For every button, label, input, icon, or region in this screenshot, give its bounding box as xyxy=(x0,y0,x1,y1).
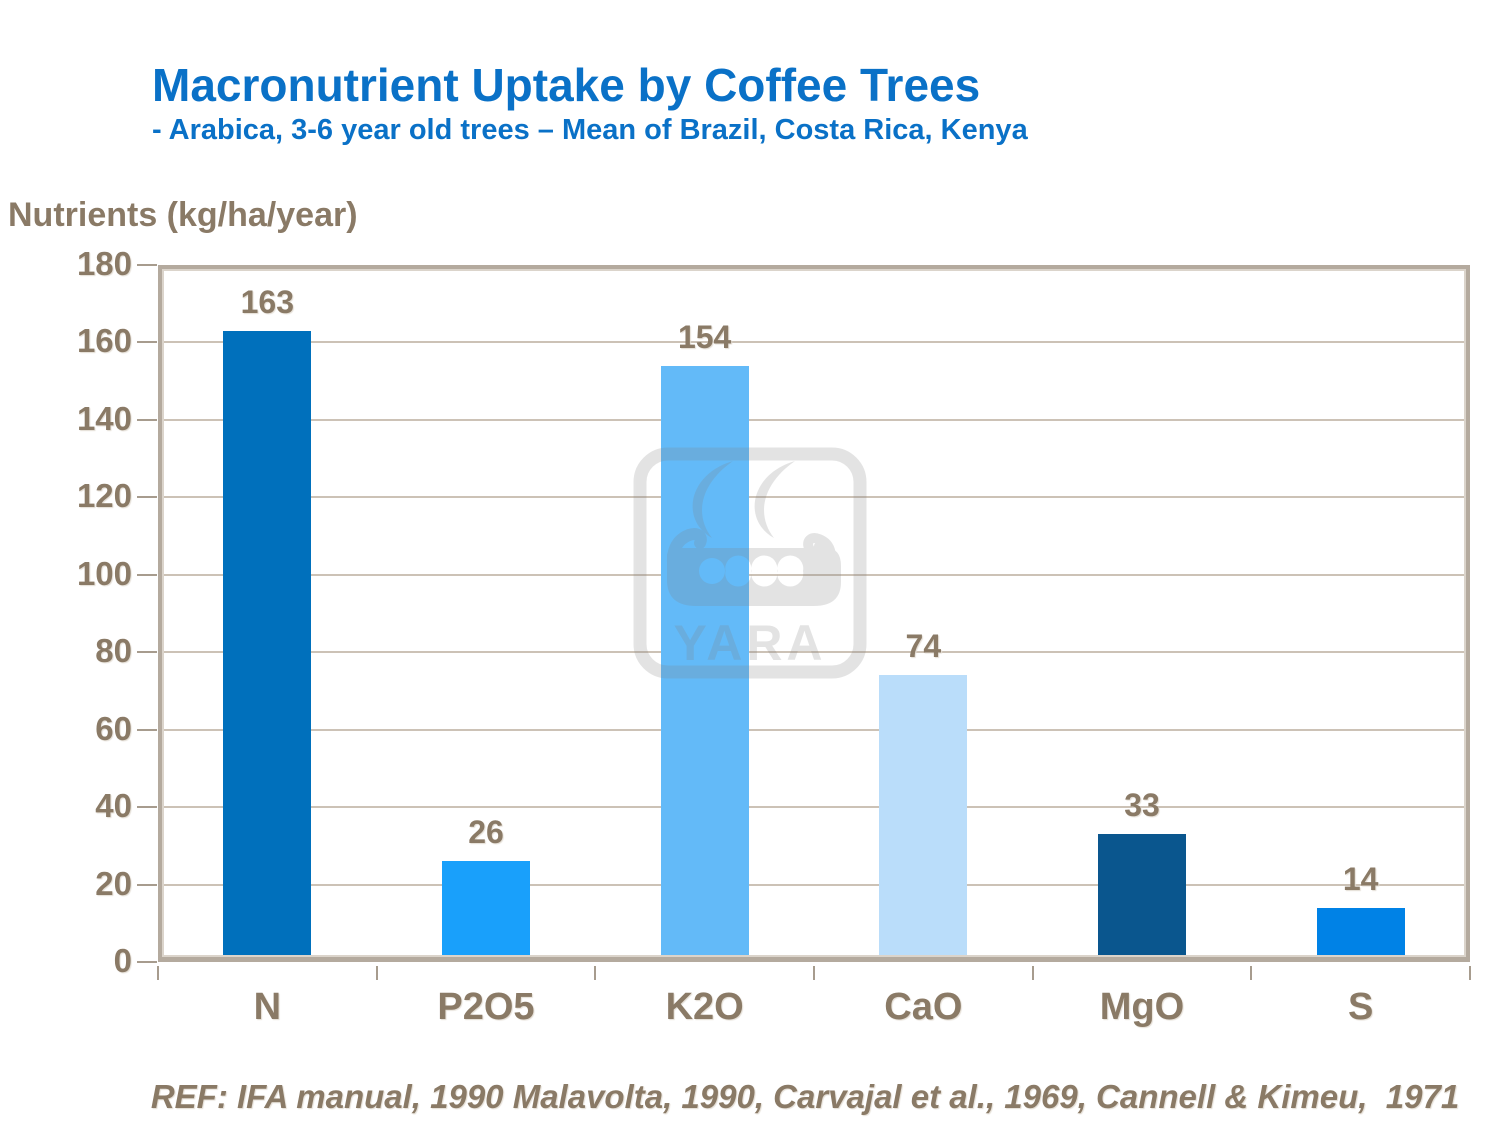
y-tick-mark-40 xyxy=(137,806,157,809)
y-tick-mark-20 xyxy=(137,883,157,886)
y-tick-mark-140 xyxy=(137,418,157,421)
gridline-160 xyxy=(158,341,1470,344)
x-tick-mark-6 xyxy=(1469,966,1471,980)
gridline-140 xyxy=(158,418,1470,421)
y-tick-label-180: 180 xyxy=(76,245,132,282)
x-axis-label-P2O5: P2O5 xyxy=(437,986,535,1028)
bar-N xyxy=(223,330,312,962)
y-tick-label-160: 160 xyxy=(76,322,132,360)
bar-P2O5 xyxy=(442,861,530,962)
bar-value-N: 163 xyxy=(240,283,295,320)
gridline-100 xyxy=(158,573,1470,576)
x-tick-mark-3 xyxy=(813,966,815,980)
bar-MgO xyxy=(1098,834,1186,962)
x-axis-label-K2O: K2O xyxy=(665,986,744,1028)
x-axis-label-CaO: CaO xyxy=(884,986,963,1028)
bar-CaO xyxy=(879,675,968,962)
y-tick-mark-160 xyxy=(137,341,157,344)
y-tick-label-60: 60 xyxy=(95,709,132,747)
bar-value-CaO: 74 xyxy=(905,628,942,665)
y-tick-label-140: 140 xyxy=(76,399,132,437)
x-tick-mark-0 xyxy=(157,966,159,980)
y-tick-label-40: 40 xyxy=(95,787,132,825)
y-tick-mark-0 xyxy=(137,961,157,963)
gridline-80 xyxy=(158,651,1470,654)
x-axis-label-MgO: MgO xyxy=(1099,986,1185,1028)
bar-S xyxy=(1316,907,1405,962)
y-tick-mark-100 xyxy=(137,573,157,576)
y-tick-label-100: 100 xyxy=(76,554,132,592)
chart-subtitle: - Arabica, 3-6 year old trees – Mean of … xyxy=(152,114,1028,146)
bar-value-K2O: 154 xyxy=(677,318,732,355)
y-axis-title: Nutrients (kg/ha/year) xyxy=(8,196,358,234)
bar-value-P2O5: 26 xyxy=(468,814,504,851)
gridline-20 xyxy=(158,883,1470,886)
y-tick-mark-120 xyxy=(137,496,157,499)
y-tick-mark-60 xyxy=(137,728,157,731)
y-tick-label-20: 20 xyxy=(95,864,132,902)
x-tick-mark-5 xyxy=(1250,966,1253,980)
x-tick-mark-2 xyxy=(594,966,597,980)
y-tick-mark-80 xyxy=(137,651,157,654)
y-tick-label-0: 0 xyxy=(113,942,132,979)
y-tick-mark-180 xyxy=(137,264,157,266)
gridline-120 xyxy=(158,496,1470,499)
plot-area: 163 26 154 74 33 14 xyxy=(158,265,1470,962)
bar-value-MgO: 33 xyxy=(1124,787,1160,824)
gridline-40 xyxy=(158,806,1470,809)
x-tick-mark-1 xyxy=(375,966,378,980)
gridline-60 xyxy=(158,728,1470,731)
chart-title: Macronutrient Uptake by Coffee Trees xyxy=(152,59,981,111)
reference-text: REF: IFA manual, 1990 Malavolta, 1990, C… xyxy=(150,1078,1460,1115)
y-tick-label-120: 120 xyxy=(76,477,132,515)
bar-K2O xyxy=(660,365,749,962)
bar-value-S: 14 xyxy=(1342,860,1379,897)
x-axis-label-N: N xyxy=(253,986,282,1028)
x-tick-mark-4 xyxy=(1031,966,1034,980)
x-axis-label-S: S xyxy=(1347,986,1374,1028)
y-tick-label-80: 80 xyxy=(95,632,132,670)
